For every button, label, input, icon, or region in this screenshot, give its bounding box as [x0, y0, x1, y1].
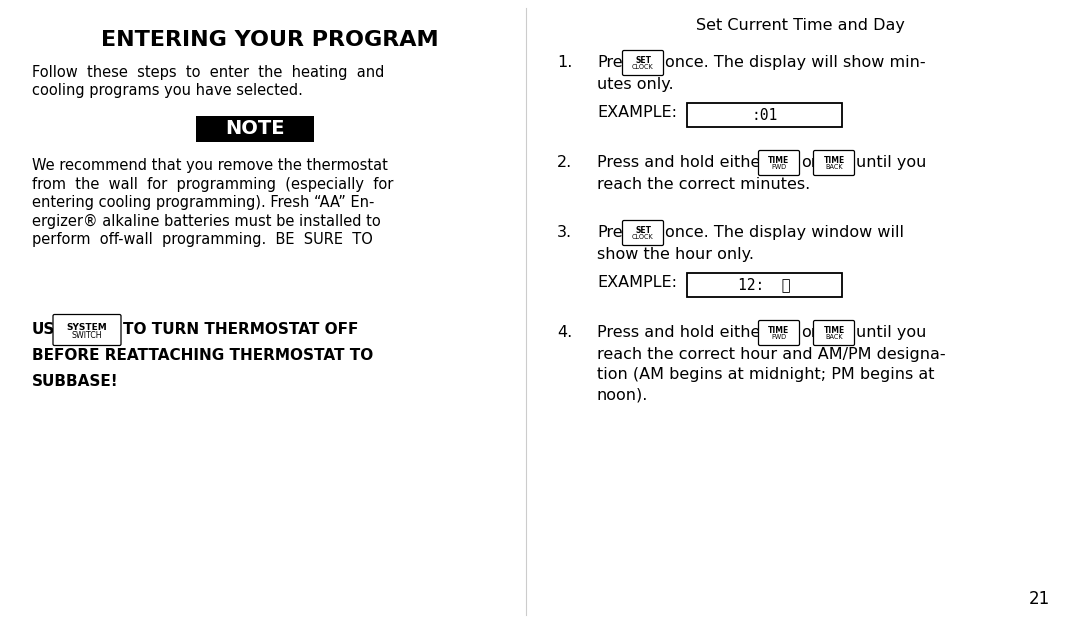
- Text: Press: Press: [597, 225, 639, 240]
- Text: ergizer® alkaline batteries must be installed to: ergizer® alkaline batteries must be inst…: [32, 214, 381, 229]
- Text: Set Current Time and Day: Set Current Time and Day: [696, 18, 904, 33]
- Text: NOTE: NOTE: [226, 120, 285, 138]
- Text: cooling programs you have selected.: cooling programs you have selected.: [32, 83, 302, 98]
- Text: EXAMPLE:: EXAMPLE:: [597, 105, 677, 120]
- Text: perform  off-wall  programming.  BE  SURE  TO: perform off-wall programming. BE SURE TO: [32, 232, 373, 247]
- Text: 2.: 2.: [557, 155, 572, 170]
- Text: tion (AM begins at midnight; PM begins at: tion (AM begins at midnight; PM begins a…: [597, 367, 934, 382]
- FancyBboxPatch shape: [53, 315, 121, 346]
- Text: TIME: TIME: [768, 156, 789, 165]
- Text: USE: USE: [32, 323, 66, 338]
- Text: Follow  these  steps  to  enter  the  heating  and: Follow these steps to enter the heating …: [32, 65, 384, 80]
- Text: TIME: TIME: [823, 156, 845, 165]
- Text: 3.: 3.: [557, 225, 572, 240]
- Text: utes only.: utes only.: [597, 77, 674, 92]
- Text: 1.: 1.: [557, 55, 572, 70]
- Text: CLOCK: CLOCK: [632, 64, 653, 70]
- Bar: [687, 103, 842, 127]
- Bar: [195, 116, 314, 142]
- Text: Press: Press: [597, 55, 639, 70]
- Text: or: or: [801, 325, 818, 340]
- Text: reach the correct hour and AM/PM designa-: reach the correct hour and AM/PM designa…: [597, 347, 946, 362]
- FancyBboxPatch shape: [758, 151, 799, 176]
- Text: SUBBASE!: SUBBASE!: [32, 374, 119, 389]
- FancyBboxPatch shape: [622, 50, 663, 75]
- Text: reach the correct minutes.: reach the correct minutes.: [597, 177, 810, 192]
- Text: We recommend that you remove the thermostat: We recommend that you remove the thermos…: [32, 158, 388, 173]
- Text: BACK: BACK: [825, 164, 842, 171]
- Text: SET: SET: [635, 226, 651, 235]
- Text: SET: SET: [635, 56, 651, 65]
- Text: SWITCH: SWITCH: [71, 331, 103, 340]
- Text: FWD: FWD: [771, 164, 786, 171]
- Text: or: or: [801, 155, 818, 170]
- Text: :01: :01: [752, 108, 778, 123]
- Text: BEFORE REATTACHING THERMOSTAT TO: BEFORE REATTACHING THERMOSTAT TO: [32, 348, 374, 363]
- Text: Press and hold either: Press and hold either: [597, 155, 767, 170]
- Text: noon).: noon).: [597, 387, 648, 402]
- Text: EXAMPLE:: EXAMPLE:: [597, 275, 677, 290]
- Text: until you: until you: [856, 155, 927, 170]
- Text: from  the  wall  for  programming  (especially  for: from the wall for programming (especiall…: [32, 176, 393, 191]
- Text: SYSTEM: SYSTEM: [67, 323, 107, 331]
- Text: once. The display will show min-: once. The display will show min-: [665, 55, 926, 70]
- Text: TIME: TIME: [823, 326, 845, 335]
- Text: ENTERING YOUR PROGRAM: ENTERING YOUR PROGRAM: [102, 30, 438, 50]
- Text: 12:  ᴀ: 12: ᴀ: [739, 277, 791, 293]
- Text: BACK: BACK: [825, 335, 842, 340]
- FancyBboxPatch shape: [813, 151, 854, 176]
- Bar: [687, 273, 842, 297]
- FancyBboxPatch shape: [813, 320, 854, 346]
- Text: Press and hold either: Press and hold either: [597, 325, 767, 340]
- Text: TO TURN THERMOSTAT OFF: TO TURN THERMOSTAT OFF: [123, 323, 359, 338]
- Text: until you: until you: [856, 325, 927, 340]
- Text: 4.: 4.: [557, 325, 572, 340]
- Text: TIME: TIME: [768, 326, 789, 335]
- Text: FWD: FWD: [771, 335, 786, 340]
- Text: entering cooling programming). Fresh “AA” En-: entering cooling programming). Fresh “AA…: [32, 195, 375, 210]
- Text: CLOCK: CLOCK: [632, 234, 653, 240]
- FancyBboxPatch shape: [758, 320, 799, 346]
- FancyBboxPatch shape: [622, 221, 663, 245]
- Text: once. The display window will: once. The display window will: [665, 225, 904, 240]
- Text: show the hour only.: show the hour only.: [597, 247, 754, 262]
- Text: 21: 21: [1029, 590, 1050, 608]
